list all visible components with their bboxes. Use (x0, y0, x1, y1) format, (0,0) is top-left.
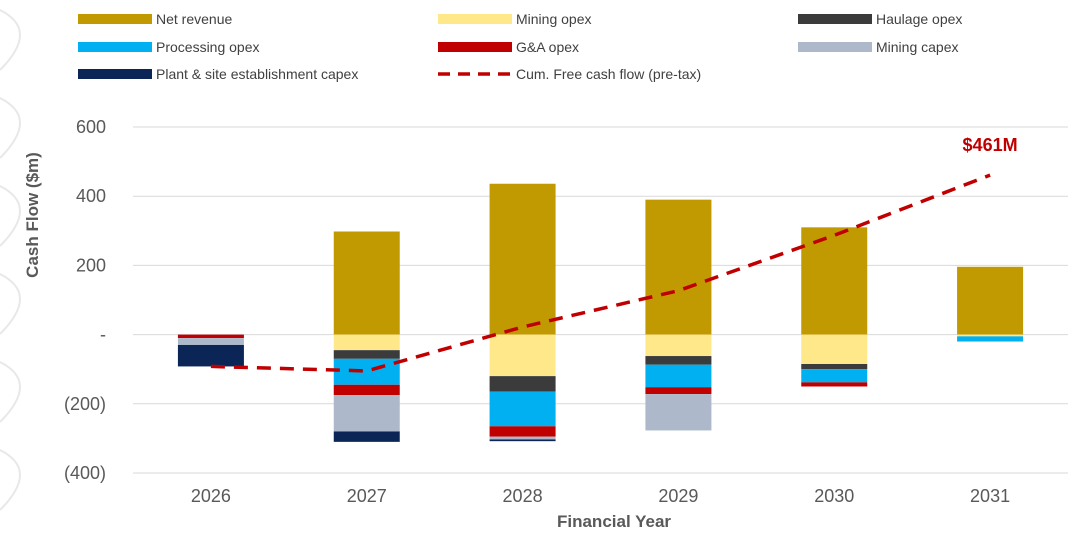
legend-label: Processing opex (156, 39, 260, 55)
bar-ga_opex-2027 (333, 384, 400, 396)
legend: Net revenue Mining opex Haulage opex Proces… (78, 11, 962, 82)
legend-label: Plant & site establishment capex (156, 66, 358, 82)
watermark-stroke (0, 361, 21, 423)
watermark-stroke (0, 9, 21, 71)
bar-mining_opex-2030 (801, 334, 868, 365)
bar-processing_opex-2028 (489, 391, 556, 427)
y-tick-label: (200) (64, 394, 106, 414)
watermark-stroke (0, 97, 21, 159)
x-tick-label: 2026 (191, 486, 231, 506)
legend-item-haulage_opex: Haulage opex (798, 11, 962, 27)
legend-label: Mining capex (876, 39, 959, 55)
legend-item-ga_opex: G&A opex (438, 39, 579, 55)
legend-item-mining_capex: Mining capex (798, 39, 959, 55)
legend-swatch (78, 42, 152, 52)
bar-plant_capex-2027 (333, 431, 400, 442)
bar-net_revenue-2028 (489, 183, 556, 335)
legend-item-mining_opex: Mining opex (438, 11, 592, 27)
bar-net_revenue-2031 (957, 266, 1024, 335)
bar-ga_opex-2026 (177, 334, 244, 339)
bar-mining_capex-2026 (177, 338, 244, 345)
x-tick-label: 2031 (970, 486, 1010, 506)
x-tick-label: 2027 (347, 486, 387, 506)
y-axis-title: Cash Flow ($m) (23, 152, 42, 278)
bar-plant_capex-2028 (489, 439, 556, 442)
bar-haulage_opex-2029 (645, 356, 712, 365)
bar-ga_opex-2028 (489, 426, 556, 437)
bar-net_revenue-2029 (645, 199, 712, 335)
gridlines (133, 126, 1068, 474)
legend-label: Cum. Free cash flow (pre-tax) (516, 66, 701, 82)
bar-mining_capex-2027 (333, 395, 400, 432)
legend-swatch (438, 42, 512, 52)
y-tick-label: 600 (76, 117, 106, 137)
bar-net_revenue-2030 (801, 227, 868, 335)
legend-swatch (798, 42, 872, 52)
bar-ga_opex-2029 (645, 387, 712, 395)
bar-mining_capex-2029 (645, 394, 712, 431)
cum-fcf-line (210, 173, 991, 373)
y-axis-ticks: (400) (200) - 200 400 600 (64, 117, 106, 483)
watermark-stroke (0, 449, 21, 511)
bar-net_revenue-2027 (333, 231, 400, 335)
y-tick-label: (400) (64, 463, 106, 483)
legend-swatch (78, 14, 152, 24)
legend-label: Mining opex (516, 11, 592, 27)
bar-mining_opex-2031 (957, 334, 1024, 337)
x-axis-ticks: 2026 2027 2028 2029 2030 2031 (191, 486, 1010, 506)
legend-item-net_revenue: Net revenue (78, 11, 232, 27)
legend-label: Haulage opex (876, 11, 962, 27)
legend-swatch (78, 69, 152, 79)
x-tick-label: 2029 (658, 486, 698, 506)
bar-haulage_opex-2028 (489, 376, 556, 392)
bar-mining_opex-2028 (489, 334, 556, 377)
bar-processing_opex-2029 (645, 364, 712, 388)
bar-ga_opex-2030 (801, 382, 868, 387)
fcf-annotation: $461M (963, 135, 1018, 155)
legend-swatch (438, 14, 512, 24)
bars (177, 183, 1024, 442)
legend-item-plant_capex: Plant & site establishment capex (78, 66, 358, 82)
x-tick-label: 2030 (814, 486, 854, 506)
y-tick-label: 400 (76, 186, 106, 206)
watermark-stroke (0, 185, 21, 247)
watermark-stroke (0, 273, 21, 335)
x-tick-label: 2028 (503, 486, 543, 506)
legend-label: G&A opex (516, 39, 579, 55)
y-tick-label: 200 (76, 255, 106, 275)
bar-processing_opex-2030 (801, 369, 868, 383)
x-axis-title: Financial Year (557, 512, 671, 531)
bar-mining_opex-2029 (645, 334, 712, 357)
legend-item-cum_fcf: Cum. Free cash flow (pre-tax) (438, 66, 701, 82)
legend-label: Net revenue (156, 11, 232, 27)
cum-fcf-polyline (210, 173, 991, 373)
bar-mining_opex-2027 (333, 334, 400, 351)
legend-item-processing_opex: Processing opex (78, 39, 260, 55)
annotations: $461M (963, 135, 1018, 155)
legend-swatch (798, 14, 872, 24)
watermark (0, 9, 21, 511)
bar-mining_capex-2028 (489, 436, 556, 440)
bar-processing_opex-2031 (957, 336, 1024, 342)
bar-haulage_opex-2030 (801, 364, 868, 370)
bar-plant_capex-2026 (177, 344, 244, 367)
bar-processing_opex-2027 (333, 358, 400, 385)
y-tick-label: - (100, 325, 106, 345)
bar-haulage_opex-2027 (333, 350, 400, 359)
